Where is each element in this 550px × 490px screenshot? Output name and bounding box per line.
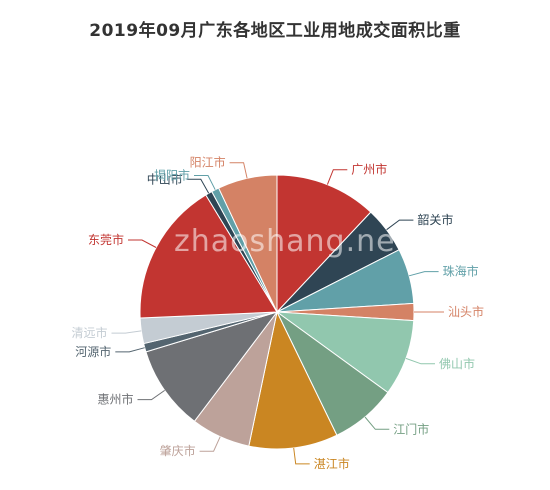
label-leader-line (115, 347, 145, 353)
chart-title: 2019年09月广东各地区工业用地成交面积比重 (89, 21, 461, 41)
slice-label: 中山市 (147, 171, 183, 186)
slice-label: 湛江市 (314, 456, 350, 471)
slice-label: 揭阳市 (154, 168, 190, 183)
pie-slice[interactable] (139, 194, 278, 319)
pie-slices (139, 174, 415, 450)
label-leader-line (194, 175, 216, 190)
slice-label: 广州市 (351, 162, 387, 177)
label-leader-line (293, 447, 310, 465)
label-leader-line (229, 162, 248, 179)
label-leader-line (137, 389, 165, 401)
label-leader-line (386, 219, 414, 231)
label-leader-line (408, 271, 439, 277)
label-leader-line (111, 330, 142, 334)
slice-label: 肇庆市 (160, 443, 196, 458)
label-leader-line (199, 436, 221, 452)
label-leader-line (364, 416, 390, 430)
slice-label: 阳江市 (190, 155, 226, 170)
pie-slice[interactable] (145, 311, 279, 423)
label-leader-line (186, 178, 210, 194)
slice-label: 东莞市 (88, 232, 124, 247)
slice-label: 珠海市 (443, 264, 479, 279)
label-leader-line (326, 169, 348, 185)
pie-slice[interactable] (248, 310, 338, 450)
label-leaders (111, 162, 444, 465)
label-leader-line (128, 239, 157, 248)
label-leader-line (405, 357, 435, 365)
slice-label: 惠州市 (97, 392, 133, 407)
slice-label: 汕头市 (448, 304, 484, 319)
pie-slice[interactable] (276, 174, 372, 314)
slice-label: 韶关市 (417, 212, 453, 227)
slice-label: 江门市 (393, 421, 429, 436)
pie-slice[interactable] (218, 174, 278, 313)
watermark-text: zhaoshang.net (174, 224, 409, 259)
slice-label: 佛山市 (439, 356, 475, 371)
slice-label: 清远市 (71, 325, 107, 340)
slice-label: 河源市 (75, 344, 111, 359)
